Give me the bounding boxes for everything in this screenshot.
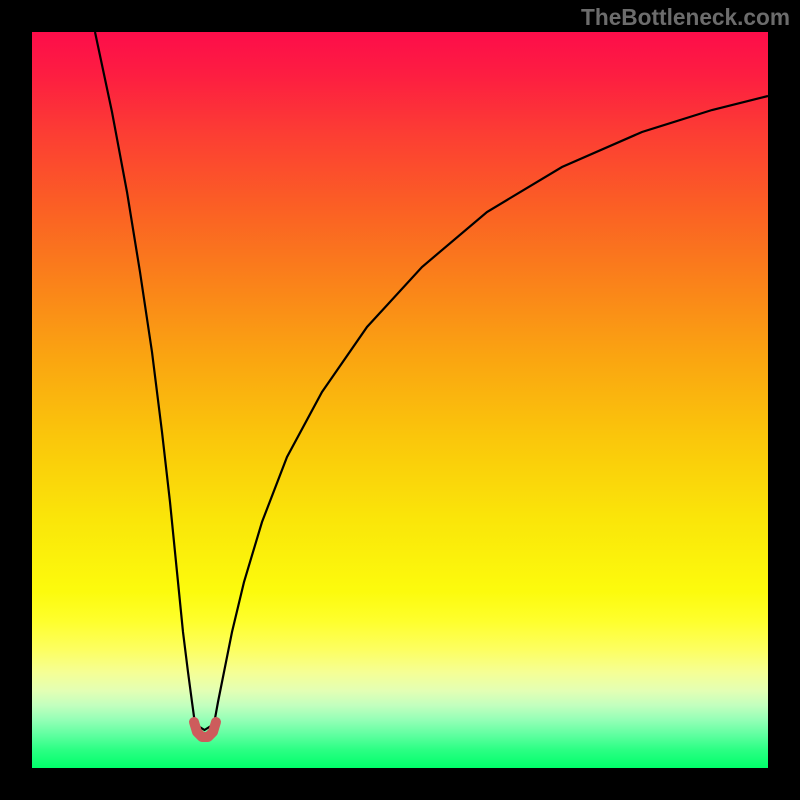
plot-area xyxy=(32,32,768,768)
bottleneck-curve xyxy=(95,32,768,730)
chart-container: TheBottleneck.com xyxy=(0,0,800,800)
watermark-text: TheBottleneck.com xyxy=(581,4,790,31)
curve-overlay xyxy=(32,32,768,768)
